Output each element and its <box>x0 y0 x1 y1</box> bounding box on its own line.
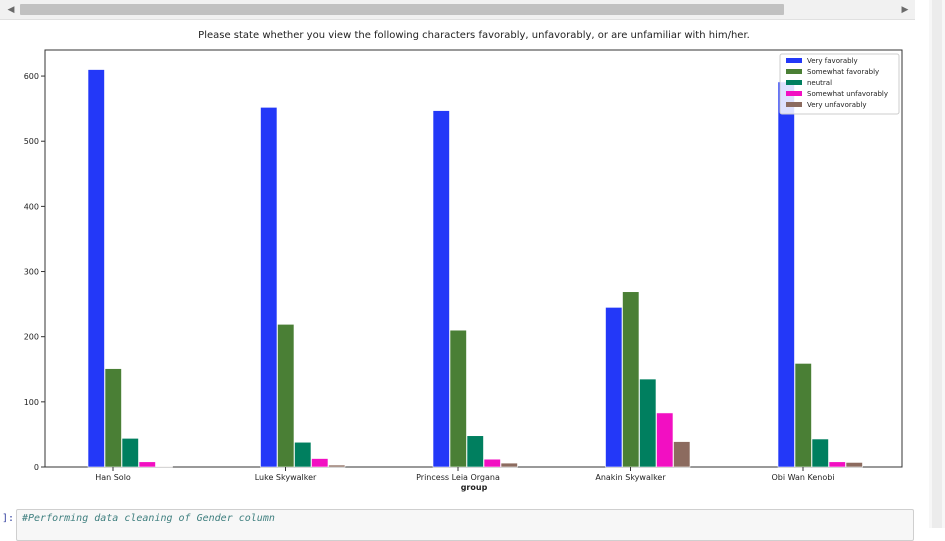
legend-swatch <box>786 91 802 96</box>
bars-group <box>87 69 863 468</box>
bar-very-unfavorably-princess-leia-organa <box>500 462 518 468</box>
bar-very-favorably-anakin-skywalker <box>605 307 623 468</box>
x-tick-label: Anakin Skywalker <box>595 473 666 482</box>
legend-label: Very unfavorably <box>807 101 867 109</box>
bar-very-unfavorably-anakin-skywalker <box>673 441 691 468</box>
y-tick-label: 400 <box>24 202 39 211</box>
bar-very-favorably-obi-wan-kenobi <box>777 81 795 468</box>
y-tick-label: 300 <box>24 268 39 277</box>
bar-somewhat-favorably-han-solo <box>104 368 122 468</box>
bar-very-favorably-princess-leia-organa <box>432 110 450 468</box>
scroll-right-icon[interactable]: ▶ <box>901 5 909 15</box>
bar-somewhat-unfavorably-han-solo <box>138 461 156 468</box>
x-tick-label: Luke Skywalker <box>255 473 317 482</box>
x-axis: Han Solo Luke Skywalker Princess Leia Orga… <box>95 467 835 482</box>
horizontal-scrollbar[interactable]: ◀ ▶ <box>0 0 915 20</box>
bar-neutral-anakin-skywalker <box>639 378 657 468</box>
bar-somewhat-unfavorably-obi-wan-kenobi <box>828 461 846 468</box>
legend-swatch <box>786 102 802 107</box>
legend-swatch <box>786 80 802 85</box>
legend-swatch <box>786 69 802 74</box>
vertical-scrollbar-thumb[interactable] <box>932 0 942 528</box>
bar-somewhat-unfavorably-princess-leia-organa <box>483 458 501 468</box>
x-tick-label: Obi Wan Kenobi <box>771 473 834 482</box>
x-axis-label: group <box>461 483 488 492</box>
bar-neutral-han-solo <box>121 438 139 468</box>
x-tick-label: Han Solo <box>95 473 131 482</box>
legend-swatch <box>786 58 802 63</box>
bar-somewhat-unfavorably-anakin-skywalker <box>656 412 674 468</box>
bar-very-unfavorably-han-solo <box>155 466 173 468</box>
y-tick-label: 600 <box>24 72 39 81</box>
legend-label: Very favorably <box>807 57 858 65</box>
scroll-left-icon[interactable]: ◀ <box>7 5 15 15</box>
y-tick-label: 500 <box>24 137 39 146</box>
bar-neutral-luke-skywalker <box>294 441 312 468</box>
y-tick-label: 200 <box>24 333 39 342</box>
y-tick-label: 100 <box>24 398 39 407</box>
bar-somewhat-favorably-anakin-skywalker <box>622 291 640 468</box>
code-comment[interactable]: #Performing data cleaning of Gender colu… <box>22 513 275 524</box>
legend: Very favorably Somewhat favorably neutral S… <box>779 53 900 115</box>
chart-output: Please state whether you view the follow… <box>0 22 925 500</box>
y-axis: 0 100 200 300 400 500 600 <box>24 72 45 472</box>
bar-very-favorably-han-solo <box>87 69 105 468</box>
scrollbar-thumb[interactable] <box>20 4 784 15</box>
y-tick-label: 0 <box>34 463 39 472</box>
bar-very-unfavorably-luke-skywalker <box>328 464 346 468</box>
legend-label: Somewhat favorably <box>807 68 879 76</box>
bar-chart: Please state whether you view the follow… <box>24 30 903 492</box>
bar-somewhat-favorably-princess-leia-organa <box>449 329 467 468</box>
bar-somewhat-unfavorably-luke-skywalker <box>311 458 329 468</box>
legend-label: Somewhat unfavorably <box>807 90 888 98</box>
bar-very-unfavorably-obi-wan-kenobi <box>845 462 863 468</box>
bar-very-favorably-luke-skywalker <box>260 107 278 468</box>
vertical-scrollbar[interactable] <box>929 0 945 528</box>
cell-prompt: ]: <box>1 513 14 524</box>
bar-neutral-obi-wan-kenobi <box>811 438 829 468</box>
bar-neutral-princess-leia-organa <box>466 435 484 468</box>
legend-box <box>779 53 900 115</box>
bar-somewhat-favorably-luke-skywalker <box>277 324 295 468</box>
x-tick-label: Princess Leia Organa <box>416 473 500 482</box>
bar-somewhat-favorably-obi-wan-kenobi <box>794 363 812 468</box>
chart-title: Please state whether you view the follow… <box>198 30 750 41</box>
plot-area-frame <box>44 49 903 468</box>
legend-label: neutral <box>807 79 832 87</box>
